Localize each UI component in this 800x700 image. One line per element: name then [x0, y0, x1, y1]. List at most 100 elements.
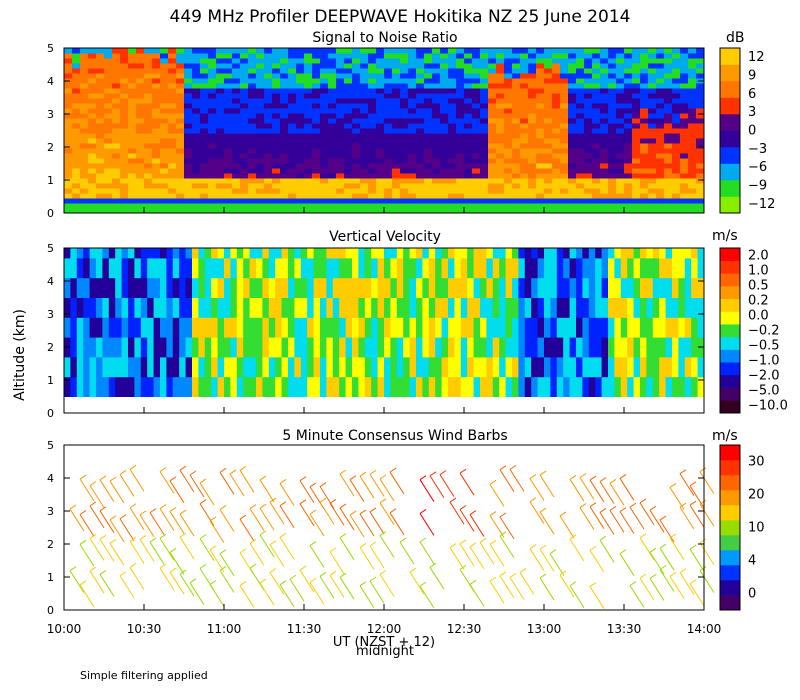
snr-cell: [520, 123, 529, 129]
snr-cell: [152, 108, 161, 114]
vv-cell: [211, 292, 219, 298]
snr-cell: [336, 173, 345, 179]
snr-cell: [256, 53, 265, 59]
vv-cell: [224, 322, 231, 328]
snr-cell: [80, 68, 89, 74]
vv-cell: [64, 262, 71, 269]
snr-cell: [288, 113, 297, 119]
vv-cell: [108, 351, 116, 358]
vv-cell: [332, 351, 340, 358]
vv-cell: [89, 317, 97, 323]
snr-cell: [656, 173, 665, 179]
snr-cell: [616, 158, 625, 164]
vv-cell: [460, 282, 468, 289]
snr-cell: [312, 78, 321, 84]
colorbar-tick-label: −6: [748, 160, 767, 175]
snr-cell: [440, 138, 449, 144]
vv-cell: [262, 361, 270, 368]
snr-cell: [696, 203, 705, 209]
vv-cell: [486, 292, 494, 298]
snr-cell: [392, 178, 401, 184]
snr-cell: [352, 108, 361, 114]
snr-cell: [328, 88, 337, 94]
snr-cell: [232, 78, 241, 84]
snr-cell: [160, 83, 169, 89]
snr-cell: [216, 148, 225, 154]
vv-cell: [147, 317, 155, 323]
snr-cell: [136, 98, 145, 104]
snr-cell: [288, 103, 297, 109]
snr-cell: [600, 73, 609, 79]
snr-cell: [656, 143, 665, 149]
vv-cell: [384, 262, 391, 269]
vv-cell: [300, 262, 308, 269]
vv-cell: [473, 322, 481, 328]
snr-cell: [456, 143, 465, 149]
vv-cell: [288, 366, 295, 373]
vv-cell: [96, 312, 103, 318]
snr-cell: [400, 198, 409, 204]
vv-cell: [224, 347, 231, 353]
vv-cell: [224, 342, 231, 348]
vv-cell: [486, 317, 494, 323]
vv-cell: [345, 267, 353, 274]
vv-cell: [115, 366, 123, 373]
snr-cell: [248, 108, 257, 114]
snr-cell: [520, 203, 529, 209]
snr-cell: [376, 88, 385, 94]
vv-cell: [204, 262, 212, 269]
vv-cell: [518, 366, 526, 373]
vv-cell: [121, 391, 129, 397]
vv-cell: [352, 292, 359, 298]
vv-cell: [332, 292, 340, 298]
snr-cell: [576, 128, 585, 134]
snr-cell: [608, 108, 617, 114]
vv-cell: [134, 257, 142, 264]
snr-cell: [536, 183, 545, 189]
snr-cell: [272, 208, 281, 214]
snr-cell: [216, 88, 225, 94]
vv-cell: [371, 337, 379, 343]
vv-cell: [448, 347, 455, 353]
snr-cell: [304, 138, 313, 144]
snr-cell: [288, 123, 297, 129]
snr-cell: [440, 168, 449, 174]
vv-cell: [364, 292, 372, 298]
vv-cell: [96, 297, 103, 303]
snr-cell: [464, 143, 473, 149]
vv-cell: [76, 282, 84, 289]
snr-cell: [152, 98, 161, 104]
snr-cell: [296, 123, 305, 129]
snr-cell: [112, 183, 121, 189]
vv-cell: [262, 371, 270, 378]
vv-cell: [224, 351, 231, 358]
vv-cell: [505, 371, 513, 378]
vv-cell: [236, 248, 244, 254]
snr-cell: [504, 58, 513, 64]
snr-cell: [416, 58, 425, 64]
vv-cell: [492, 262, 500, 269]
snr-cell: [408, 188, 417, 194]
vv-cell: [115, 292, 123, 298]
snr-cell: [408, 183, 417, 189]
vv-cell: [249, 277, 257, 284]
snr-cell: [528, 108, 537, 114]
snr-cell: [144, 203, 153, 209]
snr-cell: [120, 68, 129, 74]
snr-cell: [192, 188, 201, 194]
vv-cell: [396, 257, 404, 264]
snr-cell: [136, 103, 145, 109]
snr-cell: [616, 138, 625, 144]
vv-cell: [544, 307, 551, 313]
vv-cell: [480, 272, 487, 279]
vv-cell: [217, 307, 225, 313]
vv-cell: [524, 272, 532, 279]
vv-cell: [76, 381, 84, 388]
snr-cell: [160, 198, 169, 204]
snr-cell: [208, 178, 217, 184]
snr-cell: [512, 163, 521, 169]
snr-cell: [328, 128, 337, 134]
snr-cell: [584, 138, 593, 144]
snr-cell: [624, 128, 633, 134]
snr-cell: [144, 98, 153, 104]
